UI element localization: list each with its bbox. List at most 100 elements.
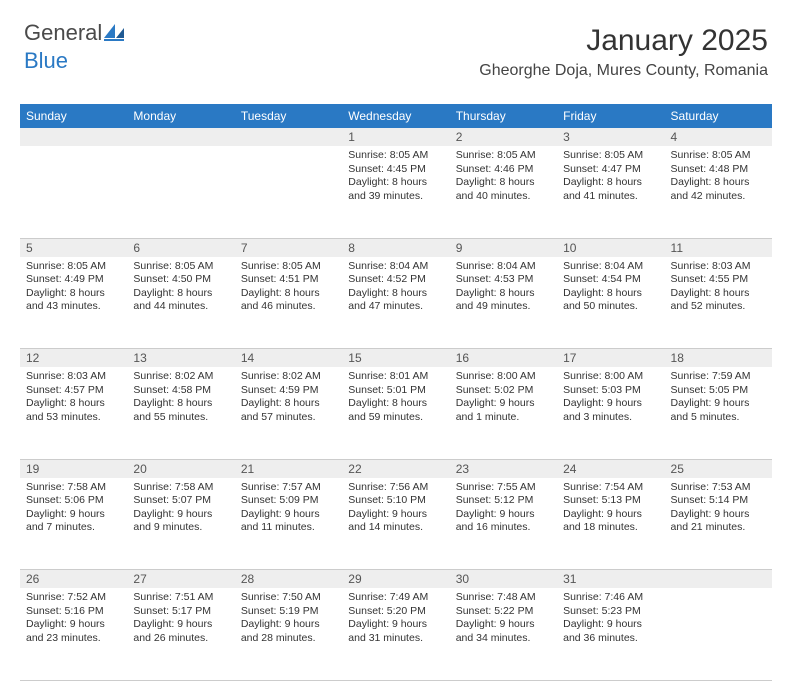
day-number-cell: 8 <box>342 238 449 257</box>
day-number-cell <box>20 128 127 146</box>
sunrise-text: Sunrise: 8:05 AM <box>563 149 658 163</box>
day-cell: Sunrise: 8:03 AMSunset: 4:57 PMDaylight:… <box>20 367 127 459</box>
weekday-header-row: Sunday Monday Tuesday Wednesday Thursday… <box>20 104 772 128</box>
calendar-table: Sunday Monday Tuesday Wednesday Thursday… <box>20 104 772 681</box>
day-number-cell: 2 <box>450 128 557 146</box>
sunrise-text: Sunrise: 8:04 AM <box>456 260 551 274</box>
day-cell: Sunrise: 7:59 AMSunset: 5:05 PMDaylight:… <box>665 367 772 459</box>
day-cell: Sunrise: 8:05 AMSunset: 4:49 PMDaylight:… <box>20 257 127 349</box>
weekday-header: Saturday <box>665 104 772 128</box>
daylight-text: Daylight: 9 hours and 1 minute. <box>456 397 551 424</box>
day-number-cell: 13 <box>127 349 234 368</box>
daylight-text: Daylight: 9 hours and 28 minutes. <box>241 618 336 645</box>
day-cell: Sunrise: 8:05 AMSunset: 4:45 PMDaylight:… <box>342 146 449 238</box>
day-number-cell: 20 <box>127 459 234 478</box>
day-number-cell: 7 <box>235 238 342 257</box>
daylight-text: Daylight: 8 hours and 49 minutes. <box>456 287 551 314</box>
day-cell: Sunrise: 8:05 AMSunset: 4:46 PMDaylight:… <box>450 146 557 238</box>
sunrise-text: Sunrise: 8:04 AM <box>348 260 443 274</box>
sunset-text: Sunset: 5:13 PM <box>563 494 658 508</box>
sunrise-text: Sunrise: 7:51 AM <box>133 591 228 605</box>
daylight-text: Daylight: 9 hours and 26 minutes. <box>133 618 228 645</box>
sunrise-text: Sunrise: 7:52 AM <box>26 591 121 605</box>
day-cell: Sunrise: 8:05 AMSunset: 4:50 PMDaylight:… <box>127 257 234 349</box>
day-cell <box>127 146 234 238</box>
sunrise-text: Sunrise: 7:56 AM <box>348 481 443 495</box>
day-number-cell: 24 <box>557 459 664 478</box>
day-number-row: 19202122232425 <box>20 459 772 478</box>
day-cell: Sunrise: 7:50 AMSunset: 5:19 PMDaylight:… <box>235 588 342 680</box>
sunset-text: Sunset: 5:01 PM <box>348 384 443 398</box>
sunset-text: Sunset: 4:54 PM <box>563 273 658 287</box>
sunset-text: Sunset: 4:53 PM <box>456 273 551 287</box>
day-number-cell: 5 <box>20 238 127 257</box>
day-cell <box>665 588 772 680</box>
sunset-text: Sunset: 5:17 PM <box>133 605 228 619</box>
sunrise-text: Sunrise: 8:05 AM <box>348 149 443 163</box>
sunrise-text: Sunrise: 7:57 AM <box>241 481 336 495</box>
month-title: January 2025 <box>479 24 768 58</box>
day-cell: Sunrise: 8:04 AMSunset: 4:52 PMDaylight:… <box>342 257 449 349</box>
sunset-text: Sunset: 4:51 PM <box>241 273 336 287</box>
day-number-cell: 27 <box>127 570 234 589</box>
daylight-text: Daylight: 9 hours and 34 minutes. <box>456 618 551 645</box>
day-number-cell: 10 <box>557 238 664 257</box>
day-number-row: 1234 <box>20 128 772 146</box>
daylight-text: Daylight: 9 hours and 21 minutes. <box>671 508 766 535</box>
day-cell: Sunrise: 8:02 AMSunset: 4:58 PMDaylight:… <box>127 367 234 459</box>
sunset-text: Sunset: 5:10 PM <box>348 494 443 508</box>
day-cell: Sunrise: 7:46 AMSunset: 5:23 PMDaylight:… <box>557 588 664 680</box>
day-number-cell: 9 <box>450 238 557 257</box>
day-number-cell: 14 <box>235 349 342 368</box>
daylight-text: Daylight: 9 hours and 11 minutes. <box>241 508 336 535</box>
day-number-cell: 4 <box>665 128 772 146</box>
day-cell: Sunrise: 8:05 AMSunset: 4:51 PMDaylight:… <box>235 257 342 349</box>
day-cell: Sunrise: 8:04 AMSunset: 4:54 PMDaylight:… <box>557 257 664 349</box>
daylight-text: Daylight: 8 hours and 50 minutes. <box>563 287 658 314</box>
daylight-text: Daylight: 8 hours and 52 minutes. <box>671 287 766 314</box>
day-content-row: Sunrise: 8:03 AMSunset: 4:57 PMDaylight:… <box>20 367 772 459</box>
day-cell: Sunrise: 8:05 AMSunset: 4:47 PMDaylight:… <box>557 146 664 238</box>
day-number-cell: 26 <box>20 570 127 589</box>
sunset-text: Sunset: 4:52 PM <box>348 273 443 287</box>
daylight-text: Daylight: 8 hours and 44 minutes. <box>133 287 228 314</box>
day-number-cell: 18 <box>665 349 772 368</box>
day-cell: Sunrise: 8:05 AMSunset: 4:48 PMDaylight:… <box>665 146 772 238</box>
day-number-cell: 31 <box>557 570 664 589</box>
sunset-text: Sunset: 4:50 PM <box>133 273 228 287</box>
sunrise-text: Sunrise: 8:02 AM <box>133 370 228 384</box>
daylight-text: Daylight: 9 hours and 7 minutes. <box>26 508 121 535</box>
sunrise-text: Sunrise: 8:02 AM <box>241 370 336 384</box>
day-cell: Sunrise: 8:04 AMSunset: 4:53 PMDaylight:… <box>450 257 557 349</box>
weekday-header: Friday <box>557 104 664 128</box>
day-cell <box>20 146 127 238</box>
weekday-header: Wednesday <box>342 104 449 128</box>
sunset-text: Sunset: 5:12 PM <box>456 494 551 508</box>
sunset-text: Sunset: 5:06 PM <box>26 494 121 508</box>
daylight-text: Daylight: 9 hours and 23 minutes. <box>26 618 121 645</box>
daylight-text: Daylight: 8 hours and 53 minutes. <box>26 397 121 424</box>
sunrise-text: Sunrise: 8:01 AM <box>348 370 443 384</box>
day-number-row: 567891011 <box>20 238 772 257</box>
day-cell: Sunrise: 8:03 AMSunset: 4:55 PMDaylight:… <box>665 257 772 349</box>
day-cell: Sunrise: 7:55 AMSunset: 5:12 PMDaylight:… <box>450 478 557 570</box>
daylight-text: Daylight: 9 hours and 31 minutes. <box>348 618 443 645</box>
sunset-text: Sunset: 5:23 PM <box>563 605 658 619</box>
sunrise-text: Sunrise: 8:05 AM <box>671 149 766 163</box>
sunset-text: Sunset: 5:03 PM <box>563 384 658 398</box>
daylight-text: Daylight: 8 hours and 39 minutes. <box>348 176 443 203</box>
day-number-cell: 30 <box>450 570 557 589</box>
sunrise-text: Sunrise: 8:03 AM <box>26 370 121 384</box>
day-number-cell: 16 <box>450 349 557 368</box>
daylight-text: Daylight: 9 hours and 16 minutes. <box>456 508 551 535</box>
day-cell: Sunrise: 7:48 AMSunset: 5:22 PMDaylight:… <box>450 588 557 680</box>
day-number-cell <box>127 128 234 146</box>
sunrise-text: Sunrise: 8:05 AM <box>133 260 228 274</box>
sunrise-text: Sunrise: 7:50 AM <box>241 591 336 605</box>
day-number-cell: 15 <box>342 349 449 368</box>
brand-sail-icon <box>104 22 126 48</box>
day-cell: Sunrise: 7:56 AMSunset: 5:10 PMDaylight:… <box>342 478 449 570</box>
sunset-text: Sunset: 5:22 PM <box>456 605 551 619</box>
sunset-text: Sunset: 5:05 PM <box>671 384 766 398</box>
sunrise-text: Sunrise: 7:48 AM <box>456 591 551 605</box>
